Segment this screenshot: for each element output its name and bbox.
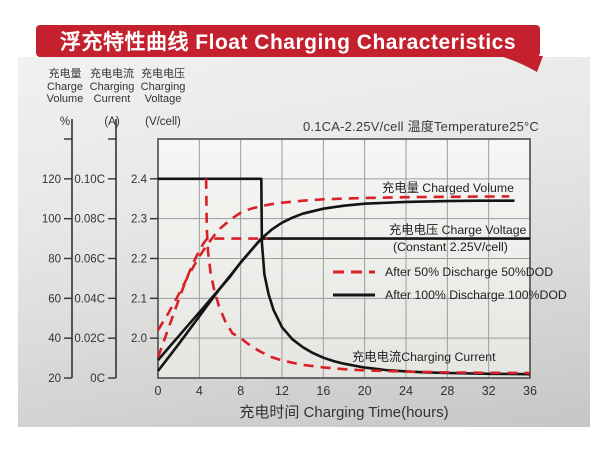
- tick-label-current: 0.08C: [74, 214, 105, 226]
- tick-label-voltage: 2.1: [131, 293, 147, 305]
- annotation-charged-volume: 充电量 Charged Volume: [382, 181, 514, 195]
- tick-label-volume: 120: [42, 174, 61, 186]
- series-charged-volume-100dod: [156, 199, 515, 372]
- tick-label-x: 20: [358, 384, 372, 398]
- tick-label-current: 0.06C: [74, 254, 105, 266]
- axis-label-en-volume-2: Volume: [46, 93, 84, 105]
- axis-label-en-current-2: Current: [93, 93, 131, 105]
- tick-label-current: 0.10C: [74, 174, 105, 186]
- page-title: 浮充特性曲线 Float Charging Characteristics: [59, 31, 517, 54]
- test-condition: 0.1CA-2.25V/cell 温度Temperature25°C: [303, 119, 539, 134]
- axis-label-en-volume-1: Charge: [46, 80, 84, 93]
- axis-label-cn-current: 充电电流: [90, 68, 134, 80]
- tick-label-volume: 60: [48, 293, 61, 305]
- series-charge-voltage-50dod: [156, 237, 268, 358]
- tick-label-x: 24: [399, 384, 413, 398]
- axis-label-en-voltage-1: Charging: [140, 80, 186, 93]
- axis-label-cn-voltage: 充电电压: [141, 68, 185, 80]
- tick-label-current: 0.04C: [74, 293, 105, 305]
- title-banner: 浮充特性曲线 Float Charging Characteristics: [36, 25, 540, 57]
- tick-label-x: 36: [523, 384, 537, 398]
- axis-header-charge-volume: 充电量 Charge Volume %: [38, 68, 92, 128]
- tick-label-voltage: 2.0: [131, 333, 147, 345]
- legend-swatch-solid-black: [333, 293, 375, 296]
- banner-tail: [500, 56, 543, 72]
- tick-label-volume: 100: [42, 214, 61, 226]
- axis-header-charging-voltage: 充电电压 Charging Voltage (V/cell): [134, 68, 192, 128]
- tick-label-x: 32: [482, 384, 496, 398]
- axis-unit-volume: %: [59, 115, 71, 128]
- tick-label-current: 0.02C: [74, 333, 105, 345]
- legend-label-50dod: After 50% Discharge 50%DOD: [385, 264, 554, 279]
- tick-label-voltage: 2.4: [131, 174, 148, 186]
- axis-label-en-voltage-2: Voltage: [144, 93, 182, 105]
- tick-label-volume: 40: [48, 333, 61, 345]
- annotation-charging-current: 充电电流Charging Current: [352, 350, 496, 364]
- tick-label-x: 4: [196, 384, 203, 398]
- legend: After 50% Discharge 50%DOD After 100% Di…: [332, 260, 567, 306]
- legend-item-100dod: After 100% Discharge 100%DOD: [332, 283, 567, 306]
- series-charged-volume-50dod: [156, 195, 510, 331]
- tick-label-x: 28: [440, 384, 454, 398]
- series-charging-current-50dod: [204, 178, 531, 375]
- tick-label-voltage: 2.3: [131, 214, 147, 226]
- tick-label-x: 16: [316, 384, 330, 398]
- axis-label-cn-volume: 充电量: [48, 68, 82, 80]
- x-axis-title: 充电时间 Charging Time(hours): [239, 404, 449, 421]
- tick-label-x: 12: [275, 384, 289, 398]
- tick-label-volume: 80: [48, 254, 61, 266]
- tick-label-x: 8: [237, 384, 244, 398]
- axis-unit-voltage: (V/cell): [145, 115, 181, 128]
- annotation-charge-voltage-sub: (Constant 2.25V/cell): [393, 240, 508, 254]
- axis-label-en-current-1: Charging: [89, 80, 135, 93]
- legend-item-50dod: After 50% Discharge 50%DOD: [332, 260, 567, 283]
- legend-swatch-dashed-red: [333, 270, 375, 273]
- tick-label-voltage: 2.2: [131, 254, 147, 266]
- legend-label-100dod: After 100% Discharge 100%DOD: [385, 287, 567, 302]
- tick-label-x: 0: [155, 384, 162, 398]
- annotation-charge-voltage: 充电电压 Charge Voltage: [389, 223, 527, 237]
- tick-label-volume: 20: [48, 373, 61, 385]
- tick-label-current: 0C: [90, 373, 105, 385]
